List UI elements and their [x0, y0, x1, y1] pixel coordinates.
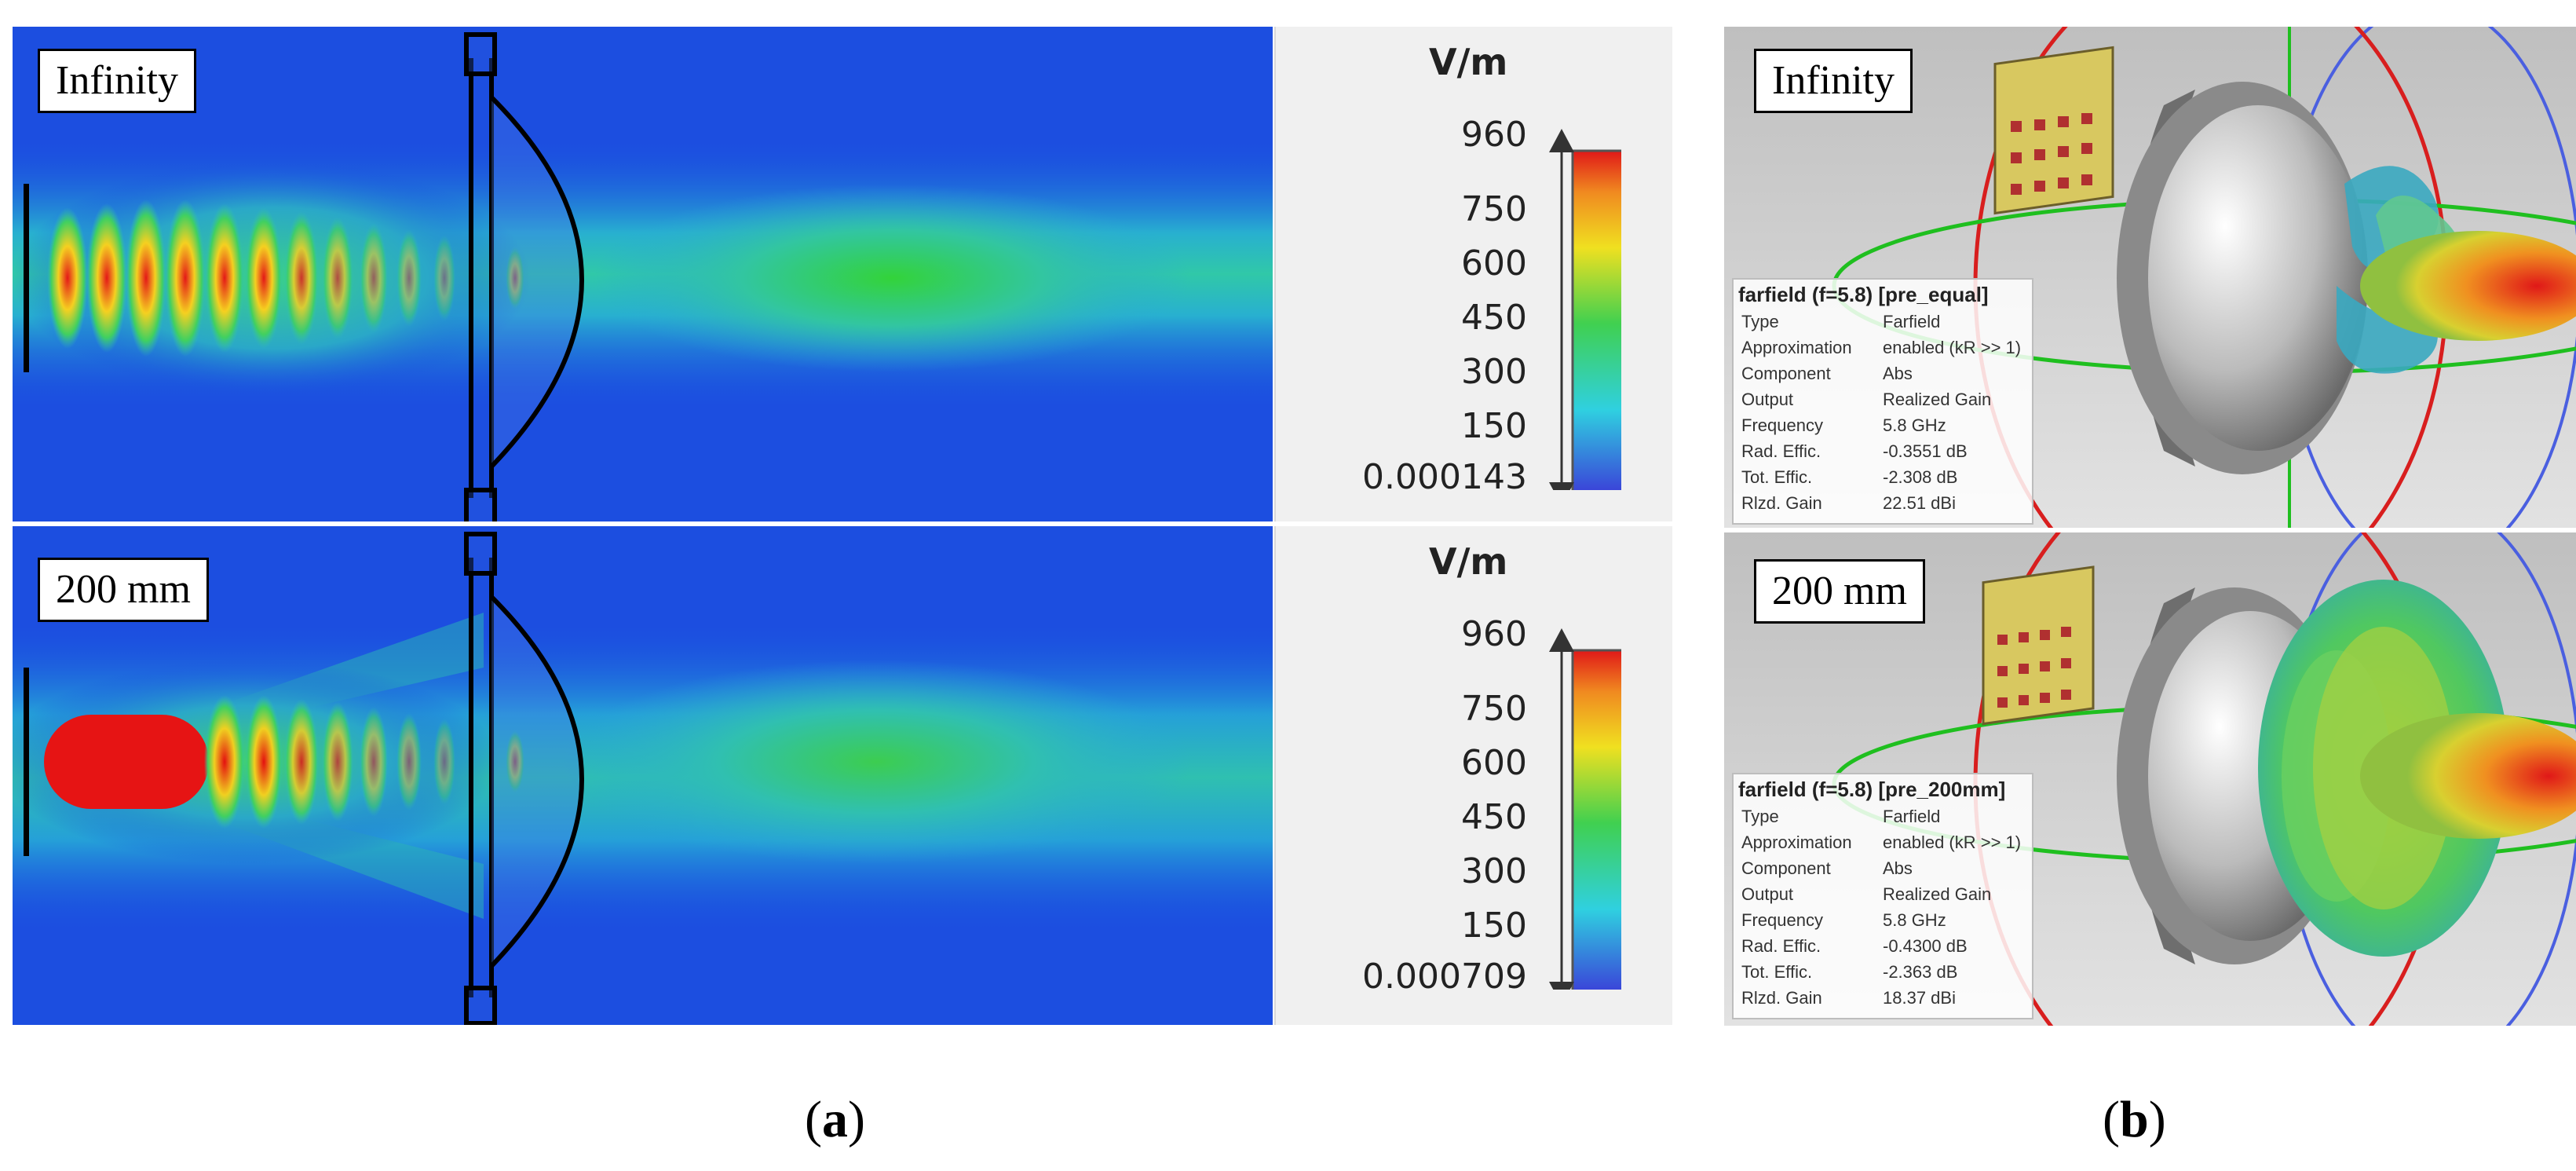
info-row-approximation: Approximation enabled (kR >> 1) — [1741, 338, 2022, 357]
tick-600: 600 — [1461, 243, 1527, 284]
case-label-infinity-a: Infinity — [38, 49, 196, 113]
tick-750: 750 — [1461, 189, 1527, 229]
feed-aperture — [24, 184, 29, 372]
info-row-rad-effic: Rad. Effic. -0.4300 dB — [1741, 936, 1968, 956]
info-row-component: Component Abs — [1741, 364, 1913, 383]
info-row-approximation: Approximation enabled (kR >> 1) — [1741, 833, 2022, 852]
field-plot-200mm — [13, 526, 1273, 1025]
colorbar-unit: V/m — [1429, 540, 1508, 583]
lens-outline — [464, 532, 584, 1025]
info-row-component: Component Abs — [1741, 858, 1913, 878]
tick-150: 150 — [1461, 906, 1527, 946]
tick-600: 600 — [1461, 743, 1527, 783]
info-row-tot-effic: Tot. Effic. -2.363 dB — [1741, 962, 1958, 982]
subfigure-label-b: (b) — [2103, 1091, 2166, 1148]
field-distribution-graphic — [13, 27, 1273, 521]
standing-wave-lobes — [47, 199, 524, 357]
colorbar-scale — [1549, 129, 1621, 490]
tick-min: 0.000143 — [1362, 457, 1527, 497]
tick-150: 150 — [1461, 406, 1527, 446]
colorbar-panel-infinity: V/m 960 750 600 450 300 150 0.000143 — [1274, 27, 1672, 521]
farfield-view-infinity: Infinity farfield (f=5.8) [pre_equal] Ty… — [1724, 27, 2576, 528]
case-label-200mm-a: 200 mm — [38, 558, 209, 622]
info-row-rlzd-gain: Rlzd. Gain 22.51 dBi — [1741, 493, 1956, 513]
colorbar-scale — [1549, 628, 1621, 990]
subfigure-label-a: (a) — [805, 1091, 865, 1148]
feed-aperture — [24, 668, 29, 856]
standing-wave-lobes — [44, 695, 524, 829]
tick-960: 960 — [1461, 115, 1527, 155]
info-row-frequency: Frequency 5.8 GHz — [1741, 415, 1946, 435]
colorbar-unit: V/m — [1429, 41, 1508, 83]
info-row-rlzd-gain: Rlzd. Gain 18.37 dBi — [1741, 988, 1956, 1008]
case-label-infinity-b: Infinity — [1754, 49, 1913, 113]
colorbar-panel-200mm: V/m 960 750 600 450 300 150 0.000709 — [1274, 526, 1672, 1025]
field-plot-infinity — [13, 27, 1273, 521]
tick-300: 300 — [1461, 352, 1527, 392]
info-row-output: Output Realized Gain — [1741, 390, 1992, 409]
info-row-frequency: Frequency 5.8 GHz — [1741, 910, 1946, 930]
farfield-view-200mm: 200 mm farfield (f=5.8) [pre_200mm] Type… — [1724, 532, 2576, 1026]
lens-outline — [464, 32, 584, 521]
tick-min: 0.000709 — [1362, 957, 1527, 997]
farfield-info-title: farfield (f=5.8) [pre_200mm] — [1738, 778, 2006, 801]
tick-960: 960 — [1461, 614, 1527, 654]
tick-300: 300 — [1461, 851, 1527, 891]
farfield-info-title: farfield (f=5.8) [pre_equal] — [1738, 283, 1989, 306]
info-row-tot-effic: Tot. Effic. -2.308 dB — [1741, 467, 1958, 487]
tick-450: 450 — [1461, 298, 1527, 338]
info-row-output: Output Realized Gain — [1741, 884, 1992, 904]
field-distribution-graphic — [13, 526, 1273, 1025]
tick-750: 750 — [1461, 689, 1527, 729]
farfield-info-box: farfield (f=5.8) [pre_equal] Type Farfiel… — [1732, 278, 2033, 525]
case-label-200mm-b: 200 mm — [1754, 559, 1925, 624]
farfield-info-box: farfield (f=5.8) [pre_200mm] Type Farfiel… — [1732, 773, 2033, 1019]
info-row-rad-effic: Rad. Effic. -0.3551 dB — [1741, 441, 1968, 461]
info-row-type: Type Farfield — [1741, 312, 1941, 331]
info-row-type: Type Farfield — [1741, 807, 1941, 826]
tick-450: 450 — [1461, 797, 1527, 837]
